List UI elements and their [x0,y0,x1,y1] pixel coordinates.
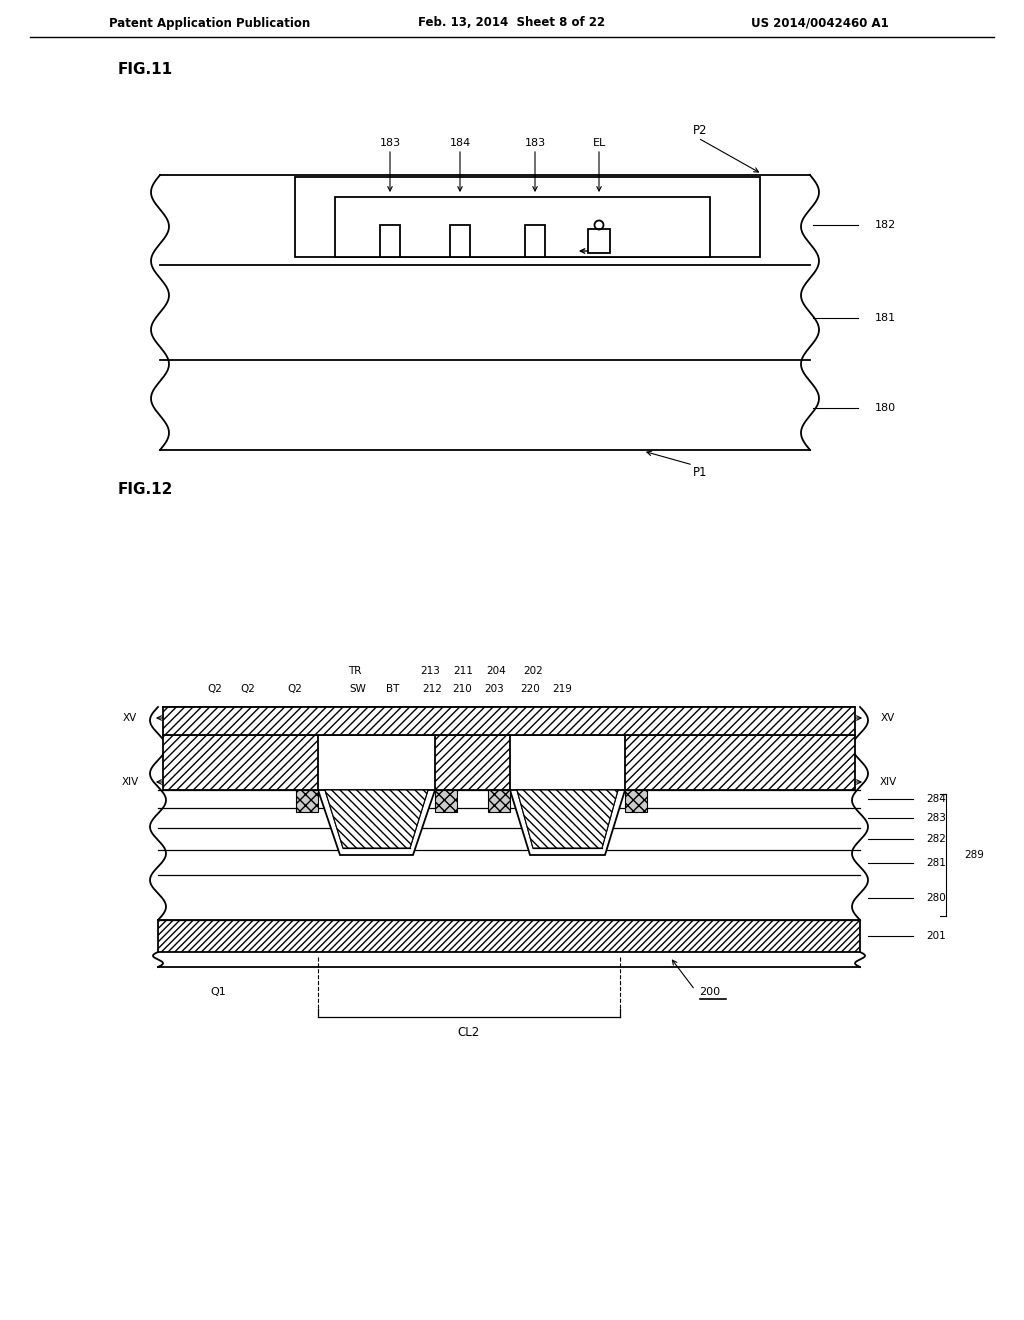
Bar [163,735,318,789]
Text: BT: BT [386,684,399,694]
Text: US 2014/0042460 A1: US 2014/0042460 A1 [752,16,889,29]
Text: 210: 210 [453,684,472,694]
Text: 281: 281 [926,858,946,869]
Bar [296,789,318,812]
Text: Patent Application Publication: Patent Application Publication [110,16,310,29]
Text: 180: 180 [874,403,896,413]
Text: 280: 280 [926,894,946,903]
Bar [488,789,510,812]
Polygon shape [510,789,625,855]
Polygon shape [318,789,435,855]
Bar [625,735,855,789]
Bar [380,224,400,257]
Text: P2: P2 [693,124,708,137]
Text: 203: 203 [484,684,504,694]
Text: XV: XV [881,713,895,723]
Text: 183: 183 [524,139,546,148]
Text: XV: XV [123,713,137,723]
Text: 182: 182 [874,220,896,230]
Bar [450,224,470,257]
Text: 211: 211 [453,667,473,676]
Bar [525,224,545,257]
Text: CL2: CL2 [458,1027,480,1040]
Text: XIV: XIV [122,777,138,787]
Text: 201: 201 [926,931,946,941]
Text: 202: 202 [523,667,543,676]
Polygon shape [325,789,428,847]
Text: XIV: XIV [880,777,897,787]
Bar [435,789,457,812]
Bar [163,708,855,735]
Bar [335,197,710,257]
Bar [158,920,860,952]
Text: TR: TR [348,667,361,676]
Text: Q1: Q1 [210,987,226,997]
Bar [435,735,510,789]
Text: EL: EL [592,139,605,148]
Bar [588,228,610,253]
Text: FIG.12: FIG.12 [118,483,173,498]
Text: 220: 220 [520,684,540,694]
Text: 181: 181 [874,313,896,323]
Text: P1: P1 [693,466,708,479]
Text: Q2: Q2 [288,684,302,694]
Text: Q2: Q2 [208,684,222,694]
Text: Feb. 13, 2014  Sheet 8 of 22: Feb. 13, 2014 Sheet 8 of 22 [419,16,605,29]
Text: 213: 213 [420,667,440,676]
Text: 200: 200 [699,987,721,997]
Text: Q2: Q2 [241,684,255,694]
Text: 183: 183 [380,139,400,148]
Text: 204: 204 [486,667,506,676]
Text: FIG.11: FIG.11 [118,62,173,78]
Text: 284: 284 [926,795,946,804]
Text: 283: 283 [926,813,946,822]
Bar [625,789,647,812]
Bar [295,177,760,257]
Text: 289: 289 [964,850,984,861]
Text: SW: SW [349,684,367,694]
Polygon shape [517,789,618,847]
Text: 282: 282 [926,834,946,843]
Text: 212: 212 [422,684,442,694]
Text: 184: 184 [450,139,471,148]
Text: 219: 219 [552,684,572,694]
